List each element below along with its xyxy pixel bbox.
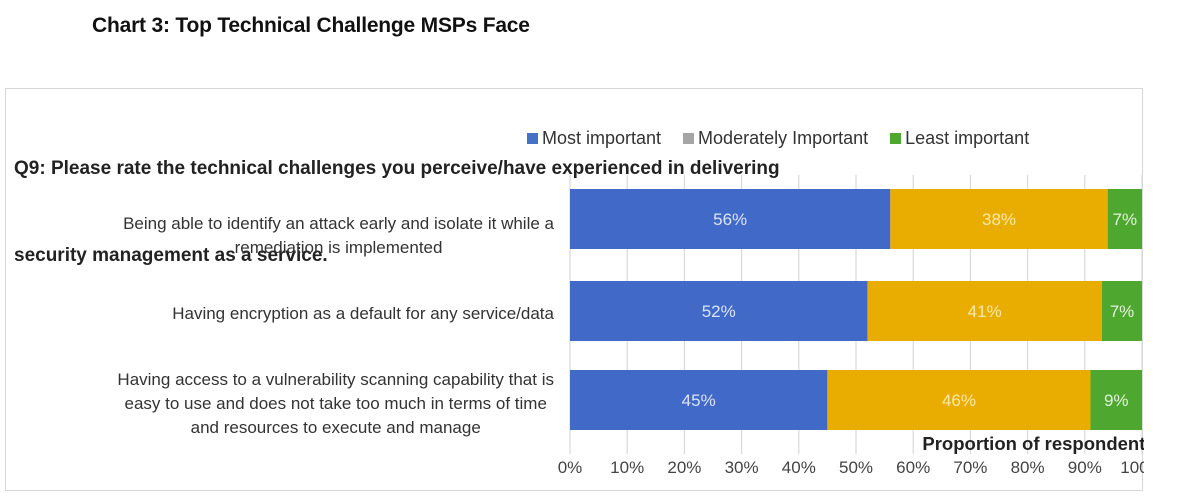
category-label: Having encryption as a default for any s… xyxy=(172,304,554,323)
category-label: Having access to a vulnerability scannin… xyxy=(117,370,554,437)
data-label: 7% xyxy=(1113,210,1138,229)
data-label: 7% xyxy=(1110,302,1135,321)
legend-item-moderately-important: Moderately Important xyxy=(683,128,868,149)
x-tick-label: 30% xyxy=(725,458,759,477)
chart-title: Q9: Please rate the technical challenges… xyxy=(14,96,780,328)
bar-segment-least-important xyxy=(1090,370,1142,430)
x-tick-label: 90% xyxy=(1068,458,1102,477)
x-tick-label: 20% xyxy=(667,458,701,477)
bar-segment-moderately-important xyxy=(827,370,1091,430)
x-tick-label: 0% xyxy=(558,458,583,477)
legend-label-moderately-important: Moderately Important xyxy=(698,128,869,148)
legend-swatch-most-important xyxy=(527,133,538,144)
bar-segment-moderately-important xyxy=(867,281,1102,341)
legend-item-least-important: Least important xyxy=(890,128,1029,149)
plot-area: 56% 38% 7% 52% 41% 7% 45% 46% 9% Being able to i… xyxy=(117,175,1144,477)
data-label: 38% xyxy=(982,210,1016,229)
x-tick-label: 40% xyxy=(782,458,816,477)
chart-frame: Q9: Please rate the technical challenges… xyxy=(5,88,1144,491)
data-label: 56% xyxy=(713,210,747,229)
data-label: 9% xyxy=(1104,391,1129,410)
x-axis-title: Proportion of respondents xyxy=(922,433,1144,454)
data-label: 52% xyxy=(702,302,736,321)
bar-segment-most-important xyxy=(570,189,891,249)
category-label: Being able to identify an attack early a… xyxy=(123,214,554,257)
data-label: 45% xyxy=(682,391,716,410)
x-tick-label: 10% xyxy=(610,458,644,477)
bar-segment-least-important xyxy=(1101,281,1142,341)
page-title: Chart 3: Top Technical Challenge MSPs Fa… xyxy=(92,14,530,37)
data-label: 46% xyxy=(942,391,976,410)
category-label-line: and resources to execute and manage xyxy=(191,418,481,437)
category-label-line: easy to use and does not take too much i… xyxy=(125,394,547,413)
legend-label-least-important: Least important xyxy=(905,128,1030,148)
x-tick-label: 50% xyxy=(839,458,873,477)
bars: 56% 38% 7% 52% 41% 7% 45% 46% 9% xyxy=(570,189,1142,430)
bar-segment-most-important xyxy=(570,281,868,341)
chart-title-line-2: security management as a service. xyxy=(14,245,328,266)
legend-swatch-moderately-important xyxy=(683,133,695,144)
data-label: 41% xyxy=(968,302,1002,321)
x-tick-label: 70% xyxy=(953,458,987,477)
category-labels: Being able to identify an attack early a… xyxy=(117,214,554,437)
legend-item-most-important: Most important xyxy=(527,128,661,149)
category-label-line: Having encryption as a default for any s… xyxy=(172,304,554,323)
x-tick-label: 80% xyxy=(1011,458,1045,477)
bar-segment-least-important xyxy=(1107,189,1142,249)
legend: Most important Moderately Important Leas… xyxy=(527,128,1029,149)
category-label-line: remediation is implemented xyxy=(235,238,443,257)
x-tick-label: 100% xyxy=(1120,458,1144,477)
x-tick-label: 60% xyxy=(896,458,930,477)
chart-title-line-1: Q9: Please rate the technical challenges… xyxy=(14,158,780,179)
category-label-line: Being able to identify an attack early a… xyxy=(123,214,554,233)
bar-segment-moderately-important xyxy=(890,189,1108,249)
x-tick-labels: 0% 10% 20% 30% 40% 50% 60% 70% 80% 90% 100% xyxy=(558,458,1144,477)
category-label-line: Having access to a vulnerability scannin… xyxy=(117,370,554,389)
legend-label-most-important: Most important xyxy=(542,128,662,148)
bar-segment-most-important xyxy=(570,370,828,430)
legend-swatch-least-important xyxy=(890,133,902,144)
